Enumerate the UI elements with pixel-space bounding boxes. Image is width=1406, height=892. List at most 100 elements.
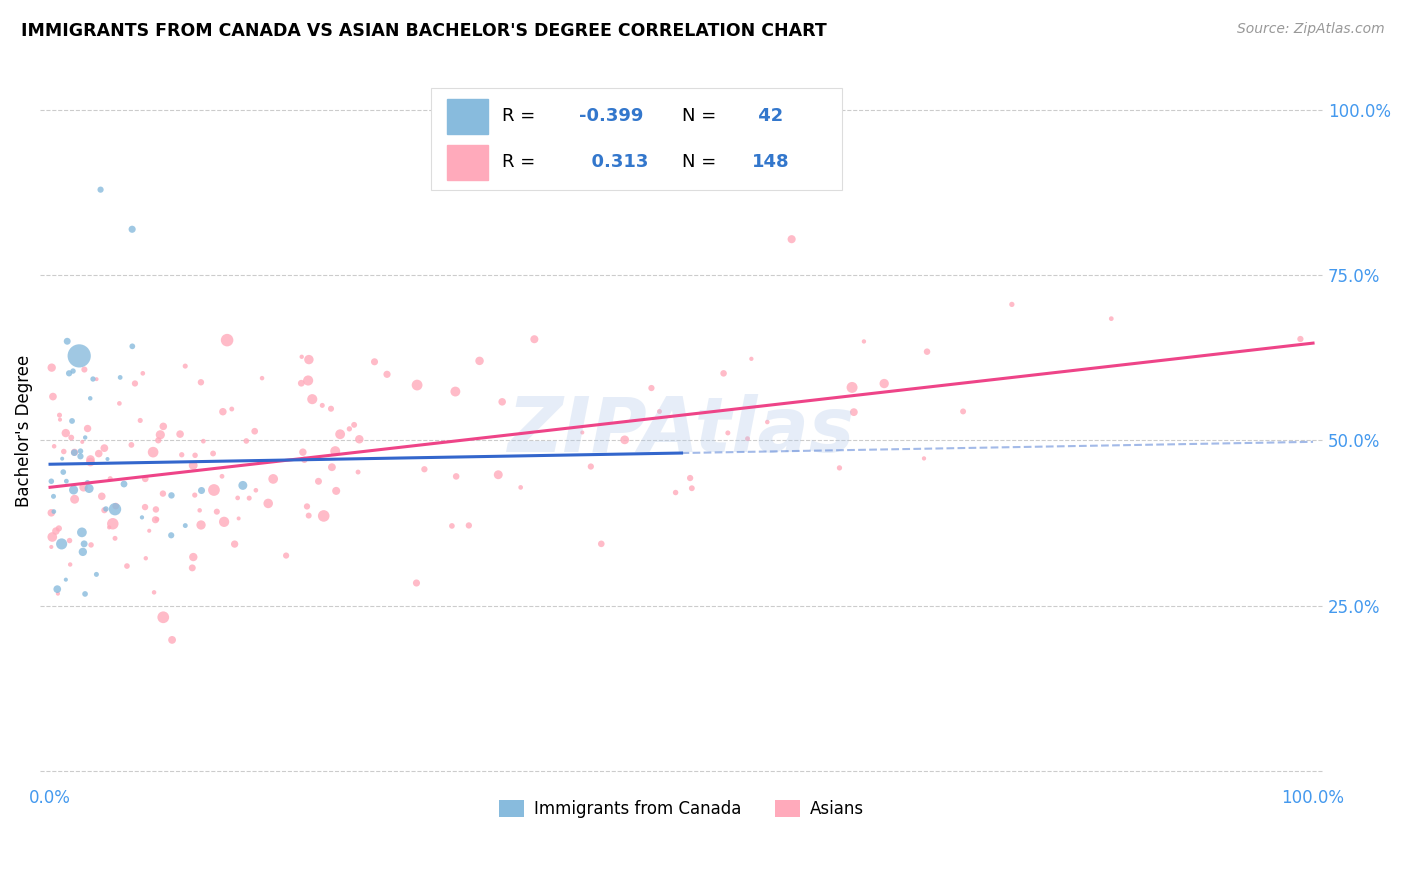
Point [70,525,93,540]
Point [73,587,96,601]
Point [69,444,91,458]
Point [72,434,94,449]
Point [134,472,156,486]
Point [323,444,346,458]
Point [49,412,72,426]
Point [42,390,65,404]
Point [301,392,323,406]
Point [571,425,593,440]
Point [152,610,174,624]
Point [143,585,166,599]
Point [349,432,371,446]
Point [170,448,193,462]
Point [41,530,63,544]
Point [665,485,688,500]
Point [51,451,73,466]
Point [52,444,75,458]
Y-axis label: Bachelor's Degree: Bachelor's Degree [15,354,32,507]
Point [756,415,779,429]
Point [108,396,131,410]
Point [405,576,427,591]
Point [104,502,127,516]
Point [98,472,121,486]
Point [138,524,160,538]
Text: R =: R = [502,107,541,125]
Point [406,378,429,392]
Point [202,483,225,497]
Point [160,528,183,542]
Point [69,450,91,464]
Point [212,515,235,529]
Point [55,426,77,441]
Point [58,367,80,381]
Point [181,458,204,473]
Point [444,384,467,399]
Point [132,367,155,381]
Point [101,516,124,531]
Text: 42: 42 [752,107,783,125]
Point [121,222,143,236]
Point [129,413,152,427]
Point [841,380,863,394]
Text: 148: 148 [752,153,790,171]
Point [41,360,63,375]
Point [202,446,225,460]
Point [413,462,436,476]
Point [152,486,174,500]
Point [56,334,79,349]
Point [290,376,312,391]
Point [952,404,974,418]
Point [915,344,938,359]
Point [152,419,174,434]
Point [363,355,385,369]
Point [243,424,266,438]
Point [457,518,479,533]
Bar [447,145,488,180]
Point [45,524,67,538]
Point [63,445,86,459]
Point [319,401,342,416]
Point [842,405,865,419]
Point [591,537,613,551]
Point [1001,297,1024,311]
Point [325,483,347,498]
Point [190,483,212,498]
Point [188,503,211,517]
Point [468,354,491,368]
Point [93,503,115,517]
Point [120,438,142,452]
Point [87,447,110,461]
Point [42,439,65,453]
Point [42,489,65,503]
Point [212,405,235,419]
Text: N =: N = [682,153,721,171]
Point [292,452,315,467]
Point [852,334,875,349]
Point [298,352,321,367]
Point [59,558,82,572]
Point [717,425,740,440]
Point [80,538,103,552]
Point [828,461,851,475]
Point [190,376,212,390]
Point [486,467,509,482]
Point [491,394,513,409]
Point [169,427,191,442]
Point [96,452,118,467]
Point [73,362,96,376]
Point [232,478,254,492]
Text: N =: N = [682,107,721,125]
Point [235,434,257,448]
Legend: Immigrants from Canada, Asians: Immigrants from Canada, Asians [492,793,870,825]
Point [48,408,70,422]
Point [145,502,167,516]
Point [337,422,360,436]
Point [291,445,314,459]
Point [329,427,352,442]
Point [82,372,104,386]
Point [60,431,83,445]
Point [217,333,239,347]
Point [257,496,280,510]
Point [311,398,333,412]
Point [245,483,267,498]
